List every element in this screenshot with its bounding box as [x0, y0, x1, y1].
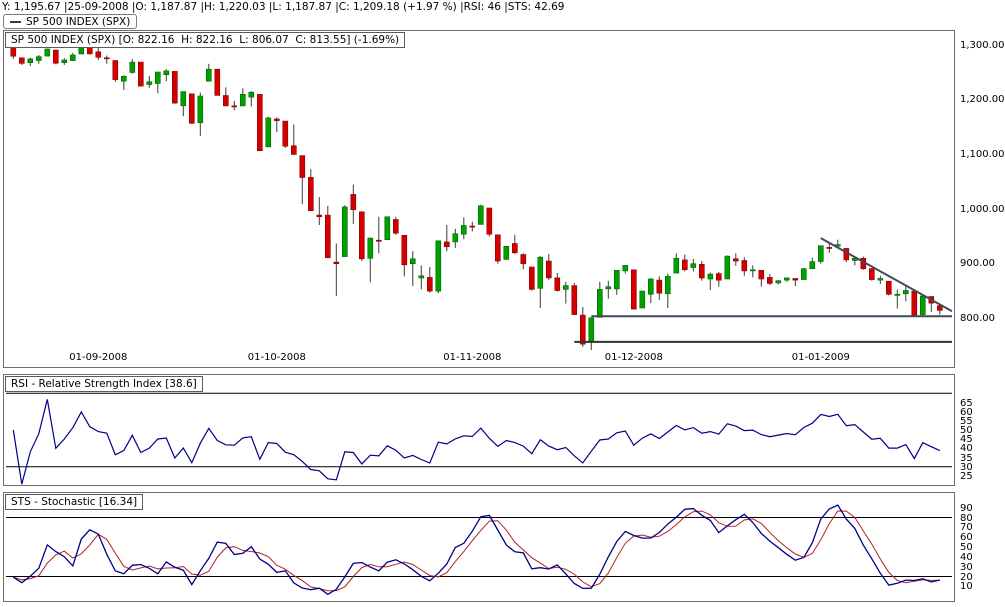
rsi-panel-title: RSI - Relative Strength Index [38.6] — [5, 376, 203, 392]
price-axis-tick: 900.00 — [960, 258, 995, 270]
stochastic-panel-title: STS - Stochastic [16.34] — [5, 494, 144, 510]
stochastic-axis-tick: 60 — [960, 532, 973, 544]
stochastic-axis: 90 80 70 60 50 40 30 20 10 — [958, 493, 1004, 601]
svg-text:01-12-2008: 01-12-2008 — [605, 352, 663, 363]
x-axis-labels: 01-09-2008 01-10-2008 01-11-2008 01-12-2008… — [69, 352, 850, 363]
down-trendline — [820, 237, 953, 313]
rsi-axis-tick: 40 — [960, 443, 973, 455]
reference-lines — [6, 392, 952, 468]
rsi-panel: RSI - Relative Strength Index [38.6] — [3, 374, 955, 486]
svg-text:01-11-2008: 01-11-2008 — [443, 352, 501, 363]
rsi-axis: 65 60 55 50 45 40 35 30 25 — [958, 375, 1004, 485]
price-chart-title: SP 500 INDEX (SPX) [O: 822.16 H: 822.16 … — [5, 32, 406, 48]
price-axis-tick: 800.00 — [960, 312, 995, 324]
stochastic-axis-tick: 70 — [960, 522, 973, 534]
stochastic-panel: STS - Stochastic [16.34] — [3, 492, 955, 602]
rsi-axis-tick: 60 — [960, 406, 973, 418]
rsi-axis-tick: 35 — [960, 452, 973, 464]
price-axis-tick: 1,000.00 — [960, 203, 1005, 215]
rsi-axis-tick: 65 — [960, 397, 973, 409]
rsi-line — [12, 399, 941, 485]
rsi-axis-tick: 30 — [960, 461, 973, 473]
stochastic-axis-tick: 10 — [960, 581, 973, 593]
stochastic-axis-tick: 80 — [960, 512, 973, 524]
price-axis-tick: 1,300.00 — [960, 39, 1005, 51]
stochastic-axis-tick: 90 — [960, 502, 973, 514]
stochastic-chart[interactable] — [4, 493, 954, 601]
price-axis: 1,300.00 1,200.00 1,100.00 1,000.00 900.00 80… — [958, 31, 1005, 367]
stochastic-axis-tick: 50 — [960, 542, 973, 553]
candlestick-chart[interactable]: 01-09-2008 01-10-2008 01-11-2008 01-12-2008… — [4, 31, 954, 367]
stochastic-d-line — [13, 510, 940, 592]
svg-text:01-09-2008: 01-09-2008 — [69, 352, 127, 363]
stochastic-axis-tick: 30 — [960, 561, 973, 573]
rsi-axis-tick: 55 — [960, 415, 973, 427]
stochastic-axis-tick: 40 — [960, 551, 973, 563]
series-line-icon — [10, 20, 21, 23]
reference-lines — [6, 517, 952, 577]
series-legend[interactable]: SP 500 INDEX (SPX) — [3, 14, 138, 29]
stochastic-k-line — [12, 504, 940, 596]
rsi-axis-tick: 45 — [960, 434, 973, 446]
price-chart-panel: 01-09-2008 01-10-2008 01-11-2008 01-12-2008… — [3, 30, 955, 368]
chart-annotations — [574, 237, 953, 343]
rsi-axis-tick: 50 — [960, 425, 973, 436]
status-bar: Y: 1,195.67 |25-09-2008 |O: 1,187.87 |H:… — [2, 1, 565, 13]
price-axis-tick: 1,200.00 — [960, 94, 1005, 106]
rsi-chart[interactable] — [4, 375, 954, 485]
svg-text:01-10-2008: 01-10-2008 — [248, 352, 306, 363]
stochastic-axis-tick: 20 — [960, 571, 973, 583]
candlesticks — [10, 43, 943, 351]
rsi-axis-tick: 25 — [960, 470, 973, 482]
series-legend-label: SP 500 INDEX (SPX) — [26, 15, 131, 28]
svg-text:01-01-2009: 01-01-2009 — [792, 352, 850, 363]
price-axis-tick: 1,100.00 — [960, 148, 1005, 160]
